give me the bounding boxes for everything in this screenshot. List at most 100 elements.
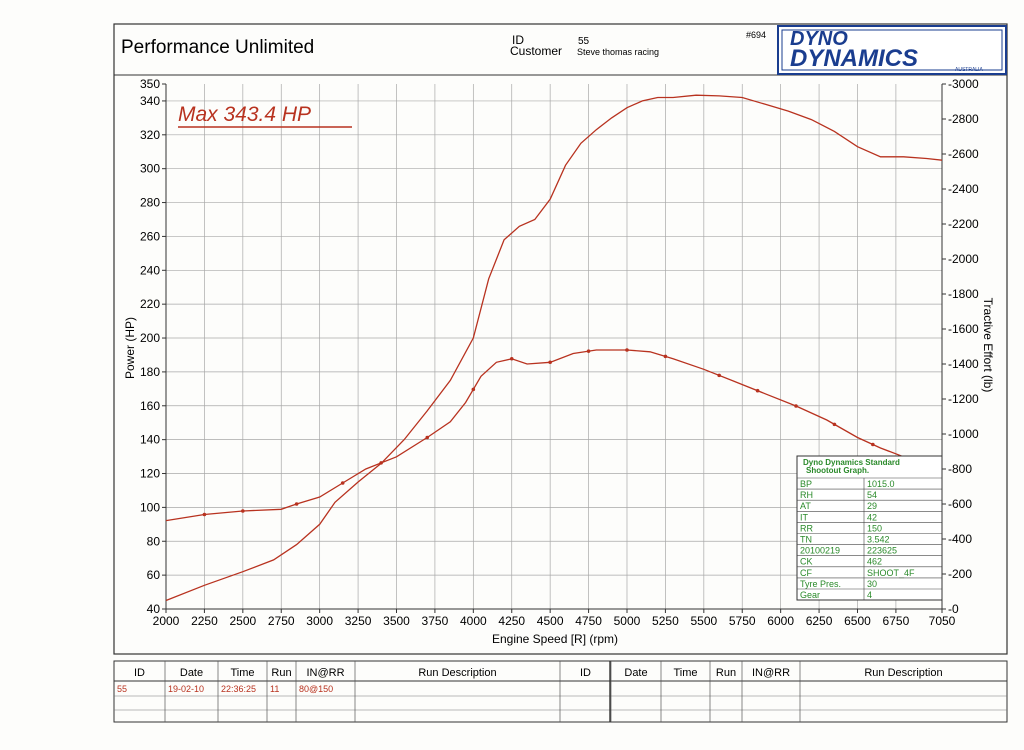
info-row-value: 3.542 — [867, 535, 890, 545]
y2-tick-label: -1600 — [948, 322, 979, 336]
run-table-header: Date — [180, 667, 203, 679]
curve-marker — [871, 442, 875, 447]
y2-tick-label: -800 — [948, 462, 972, 476]
curve-marker — [548, 360, 552, 365]
run-table-header: Time — [673, 667, 697, 679]
curve-marker — [294, 502, 299, 506]
y-tick-label: 240 — [140, 263, 160, 277]
x-tick-label: 5250 — [652, 614, 679, 628]
info-row-value: SHOOT_4F — [867, 568, 915, 578]
x-tick-label: 4250 — [498, 614, 525, 628]
info-row-key: IT — [800, 512, 809, 522]
info-row-value: 29 — [867, 501, 877, 511]
y-tick-label: 280 — [140, 196, 160, 210]
x-tick-label: 4500 — [537, 614, 564, 628]
x-tick-label: 6250 — [806, 614, 833, 628]
info-row-value: 4 — [867, 590, 872, 600]
curve-marker — [625, 348, 629, 352]
run-table-cell: 55 — [117, 684, 127, 694]
shop-name: Performance Unlimited — [121, 37, 314, 58]
y2-axis-label: Tractive Effort (lb) — [981, 298, 995, 393]
info-row-value: 30 — [867, 579, 877, 589]
y-tick-label: 300 — [140, 162, 160, 176]
x-tick-label: 2500 — [229, 614, 256, 628]
max-hp-label: Max 343.4 HP — [178, 103, 311, 126]
y2-tick-label: -600 — [948, 497, 972, 511]
x-tick-label: 3500 — [383, 614, 410, 628]
info-row-key: AT — [800, 501, 811, 511]
run-table-header: ID — [134, 667, 145, 679]
customer-label: Customer — [510, 44, 562, 58]
curve-marker — [241, 509, 245, 513]
dyno-dynamics-logo: DYNO DYNAMICS AUSTRALIA — [777, 25, 1007, 75]
info-row-value: 150 — [867, 523, 882, 533]
tractive-effort-curve — [165, 349, 943, 522]
info-box-title-2: Shootout Graph. — [806, 466, 869, 475]
info-row-key: Tyre Pres. — [800, 579, 841, 589]
run-table-header: IN@RR — [752, 667, 790, 679]
run-table-header: Run — [716, 667, 736, 679]
run-table-cell: 80@150 — [299, 684, 333, 694]
id-label: ID — [512, 33, 524, 47]
curve-marker — [717, 373, 721, 378]
run-table-cell: 11 — [270, 684, 279, 694]
y-axis-label: Power (HP) — [123, 317, 137, 379]
info-row-key: CK — [800, 557, 813, 567]
info-box-rows: BP 1015.0 RH 54 AT 29 IT 42 RR 150 TN 3.542 20100219… — [797, 477, 942, 600]
run-table-header: ID — [580, 667, 591, 679]
x-tick-label: 6000 — [767, 614, 794, 628]
x-tick-label: 3000 — [306, 614, 333, 628]
y-tick-label: 100 — [140, 500, 160, 514]
curve-marker — [663, 354, 668, 359]
customer-value: Steve thomas racing — [577, 47, 659, 57]
y2-tick-label: -1800 — [948, 287, 979, 301]
run-table-header: Date — [624, 667, 647, 679]
x-tick-label: 6750 — [883, 614, 910, 628]
info-row-key: 20100219 — [800, 546, 840, 556]
svg-text:DYNAMICS: DYNAMICS — [790, 45, 918, 72]
info-box: Dyno Dynamics Standard Shootout Graph. B… — [796, 455, 943, 601]
x-tick-label: 5750 — [729, 614, 756, 628]
info-row-value: 223625 — [867, 546, 897, 556]
y2-tick-label: -2800 — [948, 112, 979, 126]
y-tick-label: 40 — [147, 602, 161, 616]
curve-marker — [509, 356, 514, 361]
y2-tick-label: -2600 — [948, 147, 979, 161]
y2-tick-label: -400 — [948, 532, 972, 546]
y2-tick-label: -3000 — [948, 77, 979, 91]
svg-text:DYNO: DYNO — [790, 28, 848, 50]
x-axis-ticks: 2000 2250 2500 2750 3000 3250 3500 3750 4000 4250… — [153, 609, 956, 628]
y-tick-label: 260 — [140, 229, 160, 243]
x-tick-label: 4000 — [460, 614, 487, 628]
id-value: 55 — [578, 36, 590, 47]
x-tick-label: 5000 — [614, 614, 641, 628]
info-row-key: TN — [800, 535, 812, 545]
x-tick-label: 2000 — [153, 614, 180, 628]
x-tick-label: 2250 — [191, 614, 218, 628]
x-tick-label: 4750 — [575, 614, 602, 628]
x-axis-label: Engine Speed [R] (rpm) — [492, 632, 618, 646]
y2-tick-label: -200 — [948, 567, 972, 581]
right-axis-ticks: -0 -200 -400 -600 -800 -1000 -1200 -1400 -1600 -1… — [942, 77, 979, 616]
info-box-title-1: Dyno Dynamics Standard — [803, 458, 900, 467]
info-row-key: RH — [800, 490, 813, 500]
info-row-value: 42 — [867, 512, 877, 522]
svg-text:AUSTRALIA: AUSTRALIA — [955, 67, 983, 73]
run-table-cell: 19-02-10 — [168, 684, 204, 694]
y-tick-label: 180 — [140, 365, 160, 379]
y-tick-label: 320 — [140, 128, 160, 142]
curve-marker — [340, 481, 345, 485]
info-row-key: BP — [800, 479, 812, 489]
curve-marker — [794, 404, 798, 408]
curve-marker — [202, 512, 207, 517]
run-table-header: Run — [271, 667, 291, 679]
curve-marker — [471, 387, 476, 392]
run-table: ID Date Time Run IN@RR Run Description ID Date T… — [113, 660, 1008, 723]
grid — [165, 84, 943, 610]
info-row-value: 54 — [867, 490, 877, 500]
y-tick-label: 340 — [140, 94, 160, 108]
y-tick-label: 60 — [147, 568, 161, 582]
x-tick-label: 5500 — [690, 614, 717, 628]
y2-tick-label: -2200 — [948, 217, 979, 231]
